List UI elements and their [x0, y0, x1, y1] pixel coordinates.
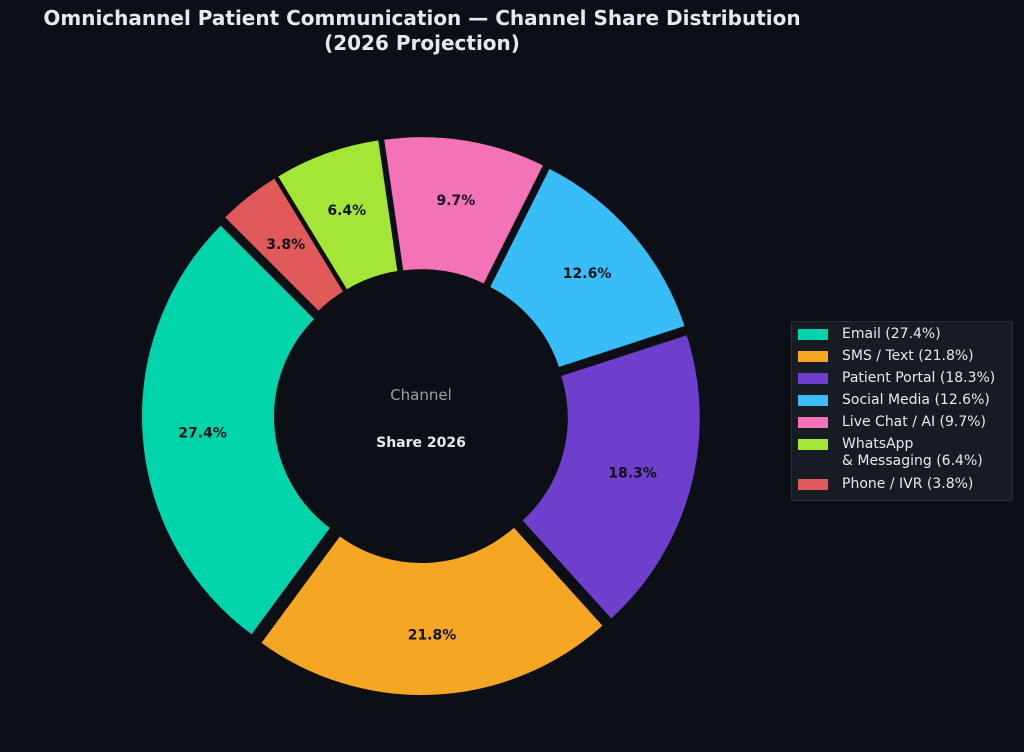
slice-label: 21.8% [408, 628, 457, 644]
slice-label: 18.3% [608, 466, 657, 482]
legend-label: Email (27.4%) [842, 326, 941, 342]
legend-label: Patient Portal (18.3%) [842, 370, 996, 386]
legend-label: WhatsApp & Messaging (6.4%) [842, 436, 983, 469]
legend-swatch [798, 329, 828, 340]
slice-sms-text [258, 524, 606, 697]
legend-item: Patient Portal (18.3%) [798, 370, 1012, 392]
legend-swatch [798, 417, 828, 428]
slice-label: 3.8% [266, 237, 305, 253]
chart-title-line2: (2026 Projection) [324, 31, 520, 55]
legend-label: Phone / IVR (3.8%) [842, 476, 974, 492]
legend-label: Social Media (12.6%) [842, 392, 990, 408]
legend-swatch [798, 439, 828, 450]
slice-patient-portal [519, 332, 702, 622]
labels-layer: 27.4% 21.8% 18.3% 12.6% 9.7% 6.4% 3.8% [178, 193, 657, 644]
slice-label: 27.4% [178, 426, 227, 442]
chart-legend: Email (27.4%) SMS / Text (21.8%) Patient P… [791, 321, 1013, 501]
slice-label: 12.6% [563, 266, 612, 282]
legend-item: Live Chat / AI (9.7%) [798, 414, 1012, 436]
slice-live-chat-ai [381, 135, 546, 287]
legend-swatch [798, 395, 828, 406]
slice-whatsapp-messaging [275, 138, 400, 292]
slice-label: 9.7% [436, 193, 475, 209]
slice-label: 6.4% [327, 203, 366, 219]
slice-phone-ivr [222, 175, 346, 314]
chart-title-line1: Omnichannel Patient Communication — Chan… [43, 6, 801, 30]
legend-swatch [798, 479, 828, 490]
center-label-bottom: Share 2026 [376, 435, 466, 451]
center-label-top: Channel [390, 386, 452, 404]
legend-item: Phone / IVR (3.8%) [798, 476, 1012, 498]
slices-layer [140, 135, 702, 697]
slice-social-media [487, 166, 688, 370]
chart-title: Omnichannel Patient Communication — Chan… [0, 6, 844, 56]
slice-email [140, 222, 333, 638]
legend-label: Live Chat / AI (9.7%) [842, 414, 987, 430]
legend-item: Email (27.4%) [798, 326, 1012, 348]
legend-label: SMS / Text (21.8%) [842, 348, 974, 364]
legend-swatch [798, 373, 828, 384]
legend-swatch [798, 351, 828, 362]
legend-item: Social Media (12.6%) [798, 392, 1012, 414]
legend-item: WhatsApp & Messaging (6.4%) [798, 436, 1012, 476]
legend-item: SMS / Text (21.8%) [798, 348, 1012, 370]
